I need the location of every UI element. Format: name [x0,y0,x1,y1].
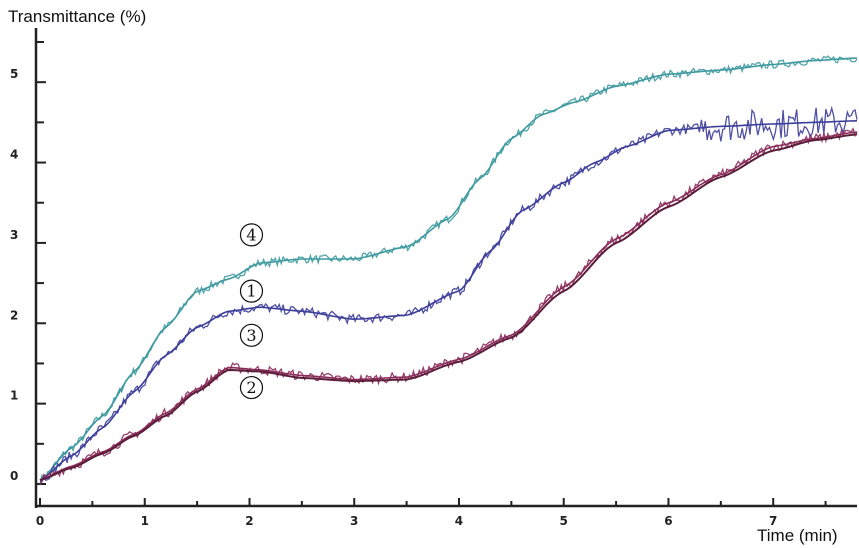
series-3-line [39,133,858,481]
y-tick-label: 3 [10,228,18,242]
label-circle [239,375,264,400]
series-label-4: 4 [239,223,264,247]
y-tick-label: 2 [10,308,18,322]
series-4-line [39,57,858,481]
label-circle [239,323,264,347]
x-tick-label: 3 [350,514,358,528]
series-1-line [39,120,858,481]
y-tick-label: 1 [10,389,18,403]
x-tick-label: 4 [455,514,463,528]
series-label-1: 1 [239,279,264,303]
series-2-trace [39,127,858,486]
label-text: 1 [246,282,256,301]
y-axis-title: Transmittance (%) [8,7,146,26]
x-tick-label: 5 [560,514,568,528]
series-label-2: 2 [239,375,264,400]
x-tick-label: 7 [769,514,777,528]
label-text: 2 [246,378,256,397]
series-layer [39,55,858,486]
annotation-layer: 4 1 3 2 [239,223,264,400]
x-axis-title: Time (min) [757,526,838,545]
series-4-trace [39,55,858,485]
x-tick-label: 6 [664,514,672,528]
x-tick-label: 2 [245,514,253,528]
label-text: 3 [246,326,256,345]
label-circle [239,279,264,303]
label-circle [239,223,264,247]
x-tick-label: 1 [141,514,149,528]
y-tick-label: 0 [10,469,18,483]
y-tick-label: 4 [10,148,18,162]
series-2-line [39,131,858,481]
axes: 0 1 2 3 4 5 0 1 2 3 4 5 6 7 [10,28,857,528]
series-1-trace [39,105,858,483]
series-label-3: 3 [239,323,264,347]
y-tick-label: 5 [10,67,18,81]
x-tick-label: 0 [36,514,44,528]
label-text: 4 [246,225,256,244]
